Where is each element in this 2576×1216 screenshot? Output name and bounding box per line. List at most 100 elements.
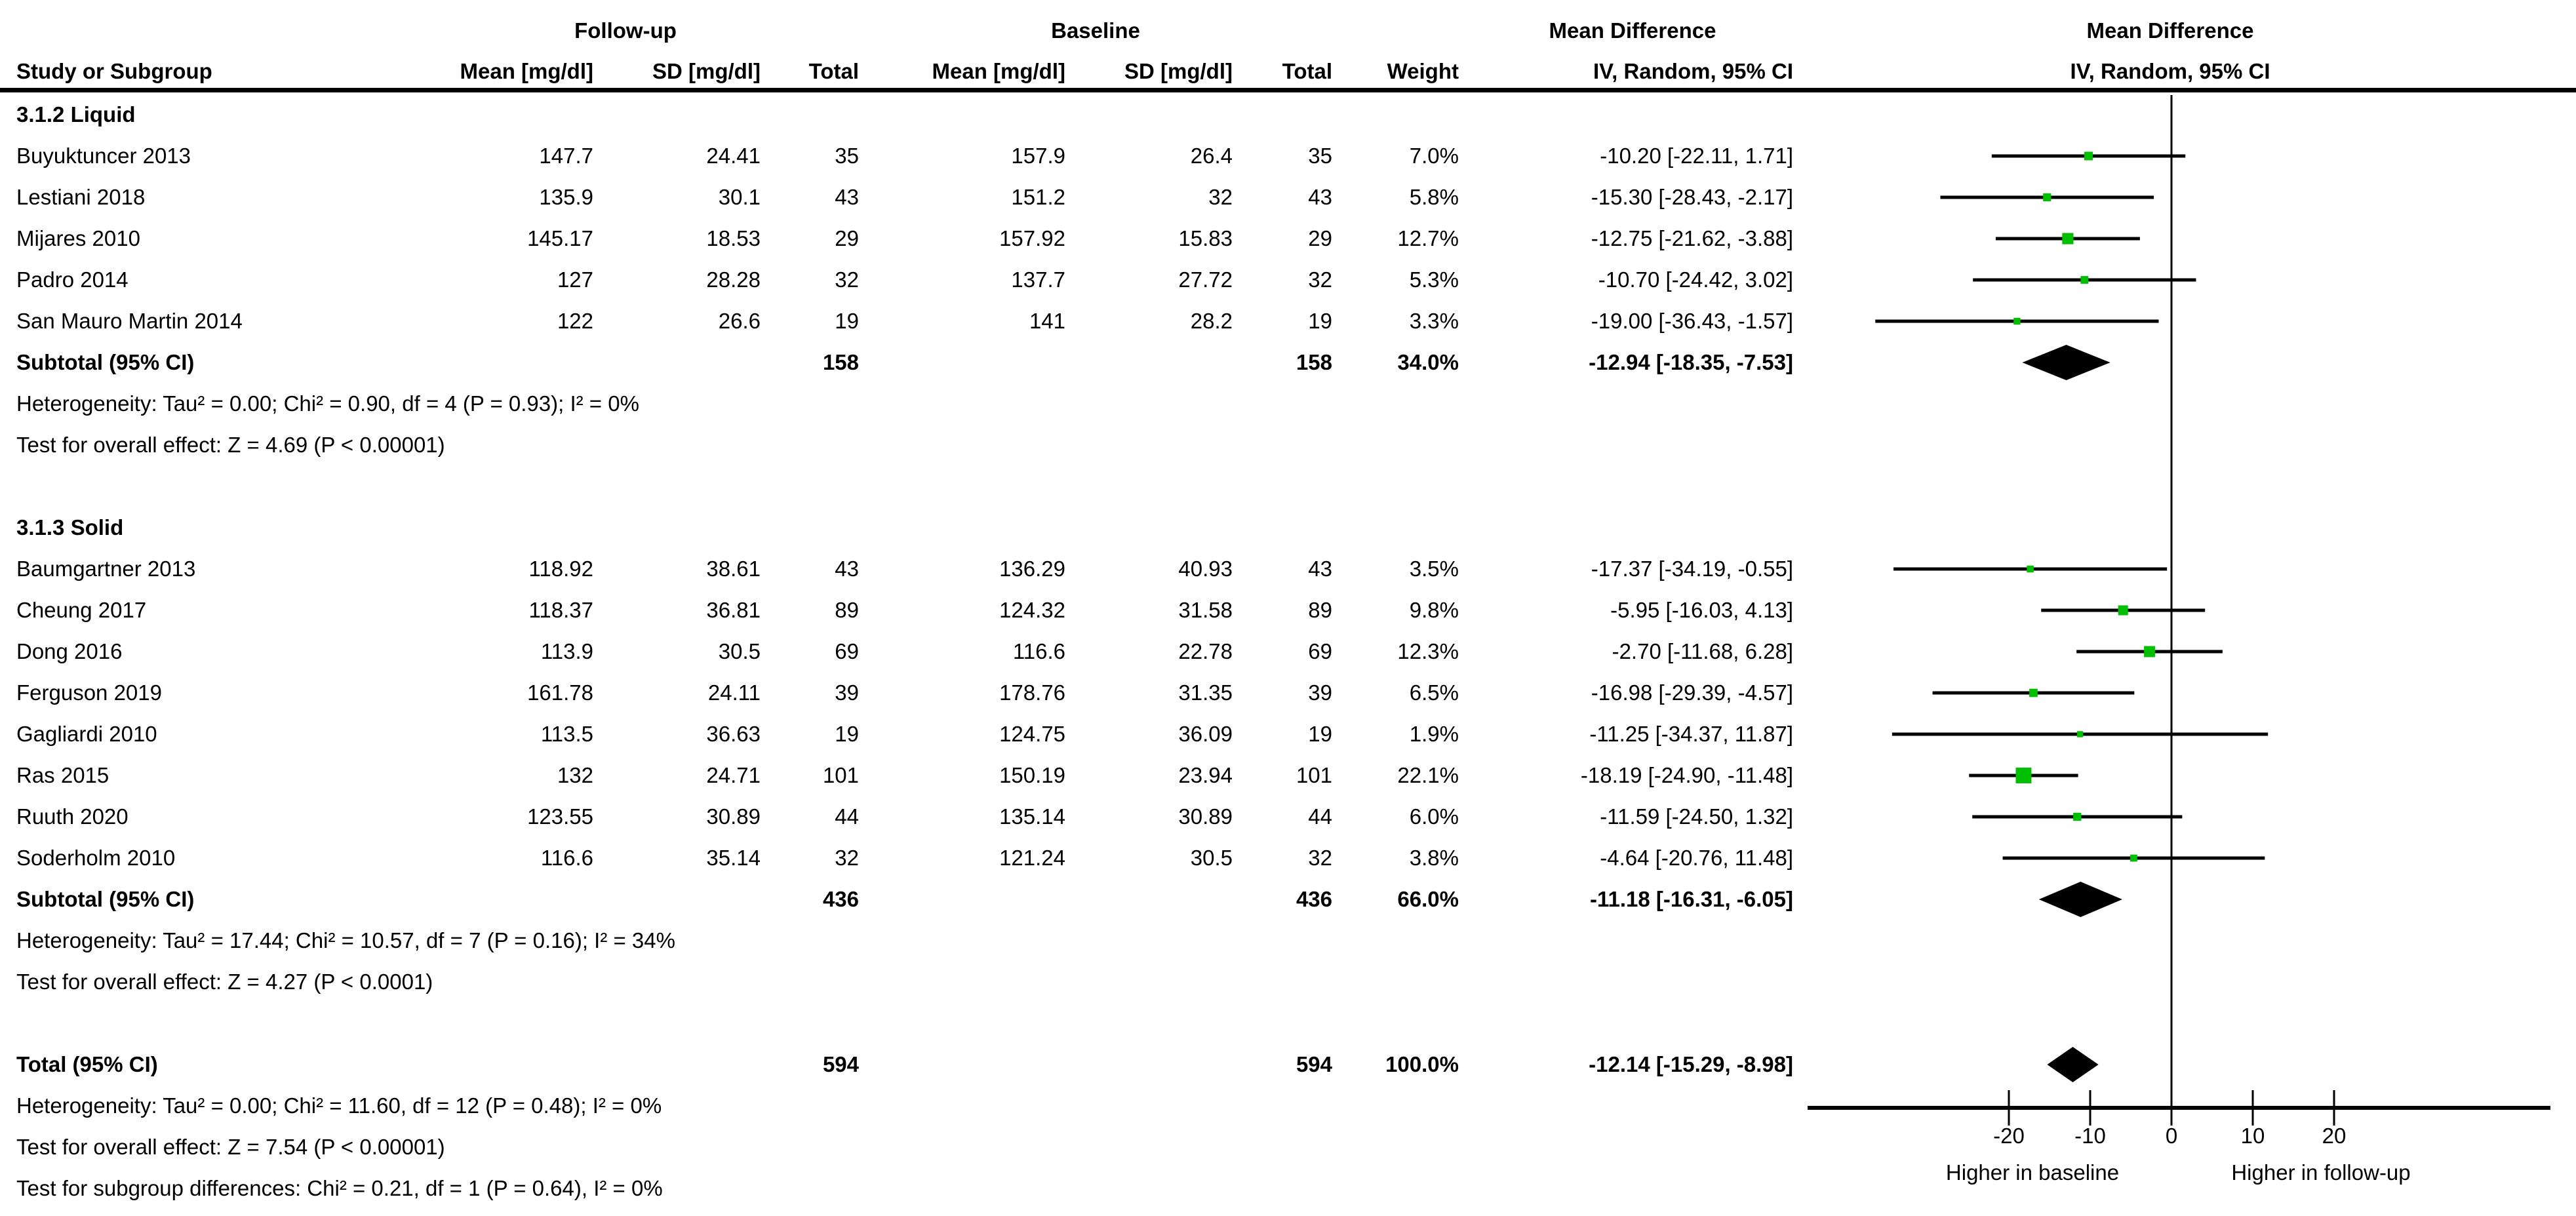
study-name: Ras 2015 — [16, 763, 109, 787]
table-row: Dong 2016 113.9 30.5 69 116.6 22.78 69 12.3% -2.… — [0, 631, 2576, 672]
bl-sd: 40.93 — [1178, 557, 1233, 581]
group-row: 3.1.3 Solid — [0, 507, 2576, 548]
col-header-study: Study or Subgroup — [16, 59, 212, 83]
bl-sd: 23.94 — [1178, 763, 1233, 787]
weight: 6.0% — [1409, 804, 1459, 829]
table-row: Lestiani 2018 135.9 30.1 43 151.2 32 43 5.8% -15… — [0, 177, 2576, 218]
bl-mean: 136.29 — [999, 557, 1065, 581]
group-header-followup: Follow-up — [574, 18, 677, 43]
fu-sd: 28.28 — [706, 267, 761, 292]
ci-text: -12.94 [-18.35, -7.53] — [1589, 350, 1793, 374]
bl-sd: 36.09 — [1178, 722, 1233, 746]
fu-sd: 35.14 — [706, 846, 761, 870]
weight: 100.0% — [1385, 1052, 1459, 1076]
fu-sd: 36.63 — [706, 722, 761, 746]
ci-text: -11.25 [-34.37, 11.87] — [1589, 722, 1793, 746]
subgroup-title: 3.1.3 Solid — [16, 515, 124, 539]
bl-mean: 121.24 — [999, 846, 1065, 870]
group-header-baseline: Baseline — [1051, 18, 1140, 43]
fu-total: 35 — [835, 144, 859, 168]
study-name: Baumgartner 2013 — [16, 557, 196, 581]
fu-total: 89 — [835, 598, 859, 622]
fu-sd: 26.6 — [718, 309, 761, 333]
plot-header-mean-difference: Mean Difference — [2086, 18, 2254, 43]
bl-sd: 30.89 — [1178, 804, 1233, 829]
col-header-weight: Weight — [1387, 59, 1459, 83]
bl-mean: 141 — [1029, 309, 1065, 333]
bl-sd: 27.72 — [1178, 267, 1233, 292]
axis-tick-label: -10 — [2074, 1124, 2106, 1148]
fu-mean: 127 — [557, 267, 593, 292]
fu-total: 44 — [835, 804, 859, 829]
weight: 1.9% — [1409, 722, 1459, 746]
study-name: Ferguson 2019 — [16, 680, 162, 705]
col-header-bl-sd: SD [mg/dl] — [1124, 59, 1233, 83]
study-name: Ruuth 2020 — [16, 804, 129, 829]
weight: 7.0% — [1409, 144, 1459, 168]
weight: 3.5% — [1409, 557, 1459, 581]
table-row: Baumgartner 2013 118.92 38.61 43 136.29 40.93… — [0, 549, 2576, 589]
group-row: 3.1.2 Liquid — [0, 94, 2576, 135]
bl-total: 39 — [1308, 680, 1332, 705]
bl-mean: 116.6 — [1012, 639, 1065, 663]
fu-sd: 24.71 — [706, 763, 761, 787]
table-row: Buyuktuncer 2013 147.7 24.41 35 157.9 26.4 35 7… — [0, 136, 2576, 176]
axis-tick-label: 20 — [2322, 1124, 2347, 1148]
bl-total: 158 — [1296, 350, 1332, 374]
axis-label-right: Higher in follow-up — [2231, 1160, 2411, 1185]
weight: 5.8% — [1409, 185, 1459, 209]
fu-sd: 30.5 — [718, 639, 761, 663]
fu-total: 43 — [835, 557, 859, 581]
fu-total: 32 — [835, 267, 859, 292]
stats-note: Test for subgroup differences: Chi² = 0.… — [16, 1176, 663, 1200]
fu-total: 32 — [835, 846, 859, 870]
bl-total: 32 — [1308, 267, 1332, 292]
bl-mean: 178.76 — [999, 680, 1065, 705]
fu-sd: 24.41 — [706, 144, 761, 168]
fu-total: 101 — [822, 763, 859, 787]
fu-sd: 18.53 — [706, 226, 761, 250]
bl-sd: 28.2 — [1190, 309, 1233, 333]
axis-tick-label: -20 — [1993, 1124, 2025, 1148]
ci-text: -12.75 [-21.62, -3.88] — [1591, 226, 1793, 250]
col-header-fu-mean: Mean [mg/dl] — [460, 59, 594, 83]
blank-row — [0, 466, 2576, 507]
fu-mean: 135.9 — [539, 185, 593, 209]
fu-total: 39 — [835, 680, 859, 705]
subgroup-title: 3.1.2 Liquid — [16, 102, 136, 127]
bl-mean: 124.32 — [999, 598, 1065, 622]
bl-total: 19 — [1308, 722, 1332, 746]
bl-mean: 135.14 — [999, 804, 1065, 829]
study-name: Lestiani 2018 — [16, 185, 146, 209]
axis-tick-label: 0 — [2165, 1124, 2178, 1148]
weight: 34.0% — [1397, 350, 1459, 374]
subtotal-label: Subtotal (95% CI) — [16, 887, 195, 911]
axis-label-left: Higher in baseline — [1945, 1160, 2120, 1185]
note-row: Test for overall effect: Z = 4.27 (P < 0… — [0, 962, 2576, 1002]
bl-total: 43 — [1308, 185, 1332, 209]
weight: 66.0% — [1397, 887, 1459, 911]
stats-note: Heterogeneity: Tau² = 0.00; Chi² = 11.60… — [16, 1093, 662, 1118]
fu-mean: 122 — [557, 309, 593, 333]
fu-mean: 118.37 — [528, 598, 593, 622]
subtotal-label: Subtotal (95% CI) — [16, 350, 195, 374]
total-label: Total (95% CI) — [16, 1052, 158, 1076]
bl-mean: 124.75 — [999, 722, 1065, 746]
ci-text: -11.18 [-16.31, -6.05] — [1589, 887, 1793, 911]
weight: 6.5% — [1409, 680, 1459, 705]
col-header-fu-total: Total — [808, 59, 859, 83]
table-row: Soderholm 2010 116.6 35.14 32 121.24 30.5 32 3.… — [0, 838, 2576, 878]
fu-sd: 24.11 — [707, 680, 761, 705]
bl-sd: 22.78 — [1178, 639, 1233, 663]
pooled-row: Subtotal (95% CI) 158 158 34.0% -12.94 [-18.… — [0, 342, 2576, 383]
bl-mean: 150.19 — [999, 763, 1065, 787]
table-row: Cheung 2017 118.37 36.81 89 124.32 31.58 89 9.8… — [0, 590, 2576, 631]
stats-note: Heterogeneity: Tau² = 0.00; Chi² = 0.90,… — [16, 391, 639, 416]
weight: 9.8% — [1409, 598, 1459, 622]
study-name: Padro 2014 — [16, 267, 129, 292]
bl-total: 19 — [1308, 309, 1332, 333]
bl-total: 594 — [1296, 1052, 1332, 1076]
ci-text: -10.20 [-22.11, 1.71] — [1600, 144, 1793, 168]
weight: 3.8% — [1409, 846, 1459, 870]
stats-note: Test for overall effect: Z = 4.27 (P < 0… — [16, 970, 433, 994]
